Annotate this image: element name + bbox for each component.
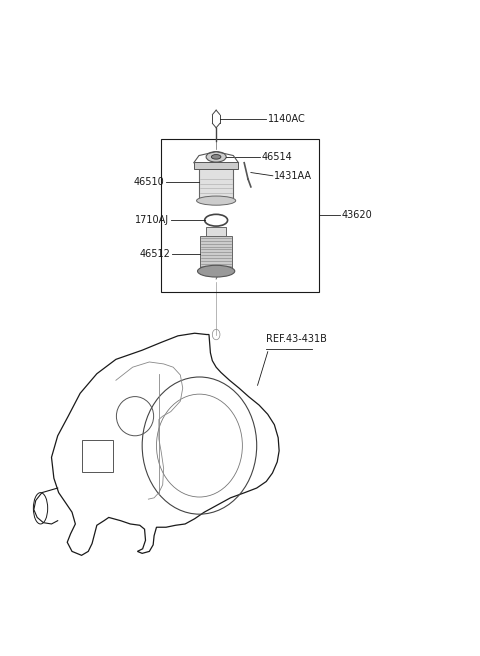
Text: 43620: 43620 xyxy=(342,211,372,220)
Ellipse shape xyxy=(198,265,235,277)
Ellipse shape xyxy=(197,196,236,205)
Text: 1710AJ: 1710AJ xyxy=(135,215,169,225)
Text: 46512: 46512 xyxy=(140,249,170,258)
Bar xyxy=(206,227,226,236)
Text: 1140AC: 1140AC xyxy=(268,114,305,124)
Ellipse shape xyxy=(206,152,226,162)
Bar xyxy=(161,138,319,292)
Ellipse shape xyxy=(211,155,221,159)
Bar xyxy=(194,162,239,169)
Bar xyxy=(82,440,113,472)
Text: 46514: 46514 xyxy=(262,152,292,162)
Text: REF.43-431B: REF.43-431B xyxy=(266,334,327,344)
Text: 46510: 46510 xyxy=(133,177,164,188)
Bar xyxy=(194,162,239,166)
Bar xyxy=(199,166,233,201)
Bar xyxy=(200,236,232,271)
Text: 1431AA: 1431AA xyxy=(274,171,312,181)
